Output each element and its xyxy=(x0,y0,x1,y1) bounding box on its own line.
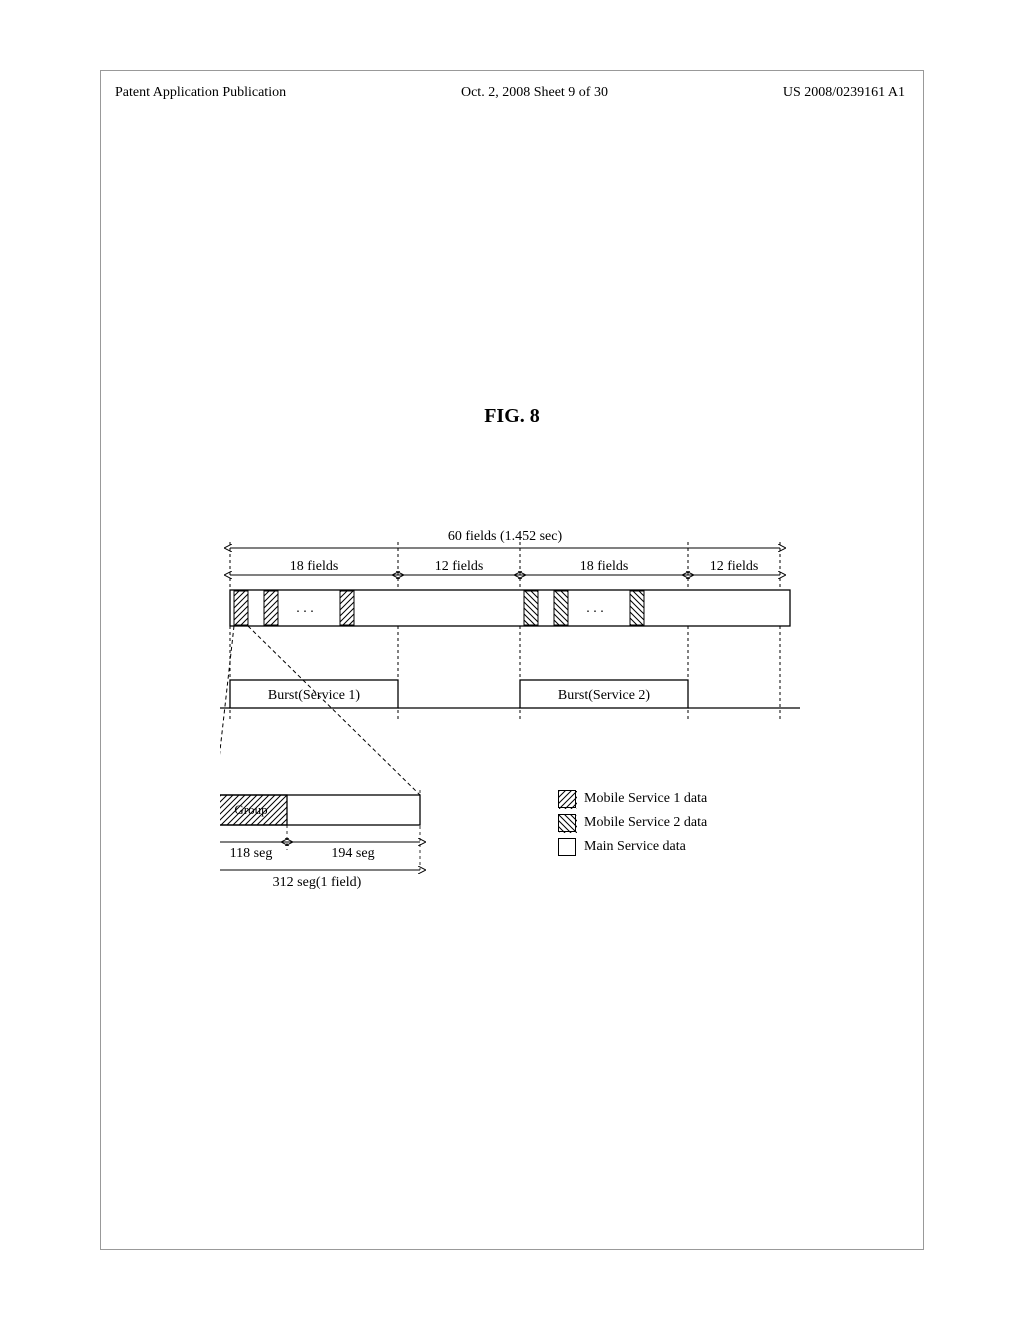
svg-text:18 fields: 18 fields xyxy=(580,559,629,574)
header-center: Oct. 2, 2008 Sheet 9 of 30 xyxy=(461,85,608,101)
legend-swatch xyxy=(558,838,576,856)
detail-seg-b-label: 194 seg xyxy=(331,846,374,861)
detail-group-label: Group xyxy=(234,802,267,817)
svg-text:Group: Group xyxy=(234,802,267,817)
ellipsis-2: . . . xyxy=(586,601,604,616)
legend-row: Mobile Service 2 data xyxy=(558,814,707,832)
detail-total-label: 312 seg(1 field) xyxy=(273,875,362,890)
top-span-label: 60 fields (1.452 sec) xyxy=(448,529,563,544)
legend-label: Mobile Service 2 data xyxy=(584,815,707,831)
svg-text:Burst(Service 1): Burst(Service 1) xyxy=(268,688,360,703)
projection-line xyxy=(248,626,420,795)
projection-line xyxy=(220,626,234,795)
legend-swatch xyxy=(558,790,576,808)
service1-segment xyxy=(264,591,278,625)
legend-label: Main Service data xyxy=(584,839,686,855)
legend: Mobile Service 1 data Mobile Service 2 d… xyxy=(558,790,707,862)
svg-text:118 seg: 118 seg xyxy=(230,846,273,861)
legend-row: Mobile Service 1 data xyxy=(558,790,707,808)
figure-diagram: 60 fields (1.452 sec) 18 fields 12 field… xyxy=(220,520,800,900)
detail-seg-a-label: 118 seg xyxy=(230,846,273,861)
service2-segment xyxy=(524,591,538,625)
main-bar xyxy=(230,590,790,626)
figure-title: FIG. 8 xyxy=(0,405,1024,428)
section-label-1: 18 fields xyxy=(290,559,339,574)
service1-segment xyxy=(340,591,354,625)
ellipsis-1: . . . xyxy=(296,601,314,616)
svg-text:194 seg: 194 seg xyxy=(331,846,374,861)
svg-text:12 fields: 12 fields xyxy=(435,559,484,574)
legend-label: Mobile Service 1 data xyxy=(584,791,707,807)
legend-row: Main Service data xyxy=(558,838,707,856)
svg-text:. . .: . . . xyxy=(586,601,604,616)
section-label-4: 12 fields xyxy=(710,559,759,574)
svg-text:18 fields: 18 fields xyxy=(290,559,339,574)
svg-text:Burst(Service 2): Burst(Service 2) xyxy=(558,688,650,703)
section-label-3: 18 fields xyxy=(580,559,629,574)
svg-text:. . .: . . . xyxy=(296,601,314,616)
svg-text:312 seg(1 field): 312 seg(1 field) xyxy=(273,875,362,890)
service1-segment xyxy=(234,591,248,625)
burst1-label: Burst(Service 1) xyxy=(268,688,360,703)
header-right: US 2008/0239161 A1 xyxy=(783,85,905,101)
header-left: Patent Application Publication xyxy=(115,85,286,101)
legend-swatch xyxy=(558,814,576,832)
service2-segment xyxy=(630,591,644,625)
service2-segment xyxy=(554,591,568,625)
page-header: Patent Application Publication Oct. 2, 2… xyxy=(115,85,905,101)
section-label-2: 12 fields xyxy=(435,559,484,574)
burst2-label: Burst(Service 2) xyxy=(558,688,650,703)
svg-text:12 fields: 12 fields xyxy=(710,559,759,574)
